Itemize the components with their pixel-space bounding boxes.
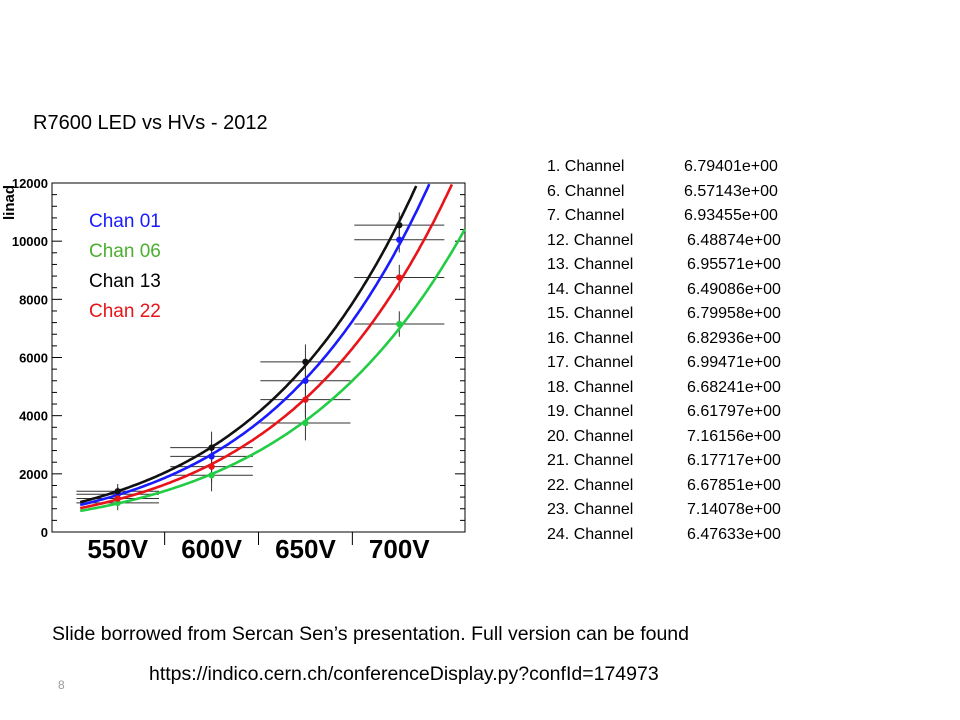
fit-value: 6.48874e+00 [687, 231, 781, 249]
y-tick-label: 2000 [19, 467, 48, 482]
fit-value: 7.14078e+00 [687, 501, 781, 518]
fit-value: 6.79401e+00 [684, 158, 778, 175]
fit-value: 6.57143e+00 [684, 182, 778, 200]
data-point [114, 488, 121, 495]
fit-channel-label: 21. Channel [547, 452, 634, 469]
data-point [208, 453, 215, 460]
fit-channel-label: 17. Channel [547, 354, 634, 371]
fit-channel-label: 20. Channel [547, 427, 634, 445]
fit-result-row: 24. Channel 6.47633e+00 [547, 526, 781, 551]
fit-result-row: 6. Channel 6.57143e+00 [547, 183, 781, 208]
y-tick-label: 8000 [19, 292, 48, 307]
x-category-label: 700V [369, 534, 430, 564]
fit-result-row: 7. Channel 6.93455e+00 [547, 207, 781, 232]
fit-channel-label: 16. Channel [547, 329, 634, 347]
fit-value: 7.16156e+00 [687, 427, 781, 445]
data-point [114, 495, 121, 502]
fit-channel-label: 1. Channel [547, 158, 625, 175]
data-point [208, 472, 215, 479]
y-axis-label: linad [1, 185, 18, 220]
fit-channel-label: 23. Channel [547, 501, 634, 518]
fit-result-row: 21. Channel 6.17717e+00 [547, 452, 781, 477]
legend-entry-chan-01: Chan 01 [89, 211, 161, 232]
y-tick-label: 0 [41, 525, 48, 540]
fit-result-row: 1. Channel 6.79401e+00 [547, 158, 781, 183]
fit-result-row: 14. Channel 6.49086e+00 [547, 281, 781, 306]
y-tick-label: 6000 [19, 351, 48, 366]
legend-entry-chan-22: Chan 22 [89, 301, 161, 322]
fit-value: 6.68241e+00 [687, 378, 781, 396]
fit-results-list: 1. Channel 6.79401e+00 6. Channel 6.57143e+… [547, 158, 781, 550]
fit-result-row: 15. Channel 6.79958e+00 [547, 305, 781, 330]
fit-channel-label: 18. Channel [547, 378, 634, 396]
data-point [396, 274, 403, 281]
fit-channel-label: 7. Channel [547, 207, 625, 224]
fit-value: 6.99471e+00 [687, 354, 781, 371]
y-tick-label: 4000 [19, 409, 48, 424]
fit-curve-chan-01 [79, 183, 431, 507]
fit-value: 6.67851e+00 [687, 476, 781, 494]
data-point [208, 463, 215, 470]
fit-value: 6.82936e+00 [687, 329, 781, 347]
data-point [208, 444, 215, 451]
fit-result-row: 18. Channel 6.68241e+00 [547, 379, 781, 404]
fit-result-row: 20. Channel 7.16156e+00 [547, 428, 781, 453]
fit-channel-label: 24. Channel [547, 525, 634, 543]
fit-result-row: 17. Channel 6.99471e+00 [547, 354, 781, 379]
data-point [302, 396, 309, 403]
fit-value: 6.79958e+00 [687, 305, 781, 322]
fit-value: 6.93455e+00 [684, 207, 778, 224]
legend-entry-chan-13: Chan 13 [89, 271, 161, 292]
y-tick-label: 12000 [12, 176, 48, 191]
fit-result-row: 19. Channel 6.61797e+00 [547, 403, 781, 428]
fit-channel-label: 6. Channel [547, 182, 625, 200]
legend-entry-chan-06: Chan 06 [89, 241, 161, 262]
fit-result-row: 23. Channel 7.14078e+00 [547, 501, 781, 526]
data-point [396, 221, 403, 229]
fit-value: 6.49086e+00 [687, 280, 781, 298]
fit-result-row: 22. Channel 6.67851e+00 [547, 477, 781, 502]
slide-note: Slide borrowed from Sercan Sen’s present… [52, 623, 689, 645]
data-point [302, 377, 309, 384]
slide-number: 8 [58, 678, 65, 692]
x-category-label: 600V [181, 534, 242, 564]
y-tick-label: 10000 [12, 234, 48, 249]
data-point [396, 236, 403, 243]
fit-channel-label: 13. Channel [547, 256, 634, 273]
fit-channel-label: 22. Channel [547, 476, 634, 494]
fit-value: 6.95571e+00 [687, 256, 781, 273]
slide-title: R7600 LED vs HVs - 2012 [33, 112, 268, 134]
fit-channel-label: 15. Channel [547, 305, 634, 322]
fit-value: 6.17717e+00 [687, 452, 781, 469]
fit-curve-chan-13 [79, 185, 418, 504]
fit-result-row: 12. Channel 6.48874e+00 [547, 232, 781, 257]
x-category-label: 650V [275, 534, 336, 564]
data-point [302, 358, 309, 366]
fit-result-row: 16. Channel 6.82936e+00 [547, 330, 781, 355]
chart-legend: Chan 01 Chan 06 Chan 13 Chan 22 [89, 207, 161, 327]
x-category-label: 550V [87, 534, 148, 564]
fit-channel-label: 12. Channel [547, 231, 634, 249]
fit-result-row: 13. Channel 6.95571e+00 [547, 256, 781, 281]
data-point [396, 320, 403, 328]
fit-channel-label: 14. Channel [547, 280, 634, 298]
source-url: https://indico.cern.ch/conferenceDisplay… [149, 663, 659, 685]
data-point [302, 419, 309, 427]
fit-channel-label: 19. Channel [547, 403, 634, 420]
fit-value: 6.61797e+00 [687, 403, 781, 420]
fit-curve-chan-22 [79, 183, 454, 510]
fit-value: 6.47633e+00 [687, 525, 781, 543]
